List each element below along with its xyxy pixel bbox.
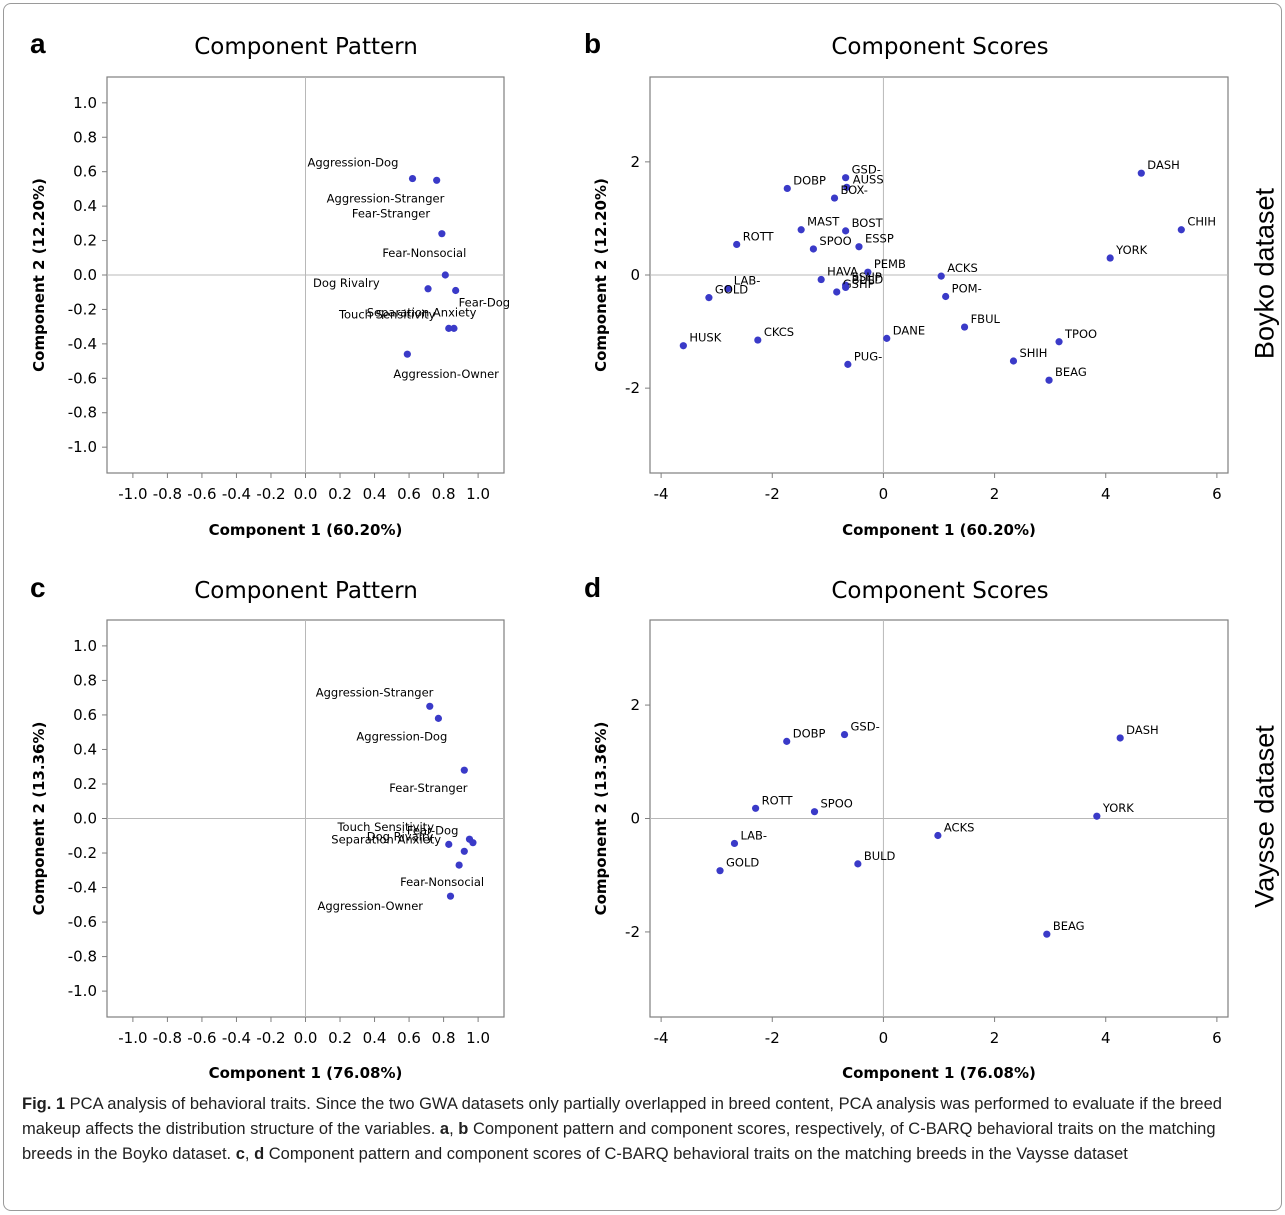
caption-fig-label: Fig. 1 bbox=[22, 1095, 66, 1113]
caption-sep-2: , bbox=[244, 1145, 255, 1163]
panel-letter-d: d bbox=[584, 572, 602, 603]
figure-frame bbox=[3, 3, 1282, 1211]
caption-label-a: a bbox=[439, 1120, 450, 1138]
side-label-vaysse: Vaysse dataset bbox=[1249, 725, 1280, 908]
caption-text-3: Component pattern and component scores o… bbox=[264, 1145, 1128, 1163]
caption-text-1: PCA analysis of behavioral traits. Since… bbox=[22, 1095, 1222, 1138]
side-label-boyko: Boyko dataset bbox=[1249, 187, 1280, 360]
panel-letter-a: a bbox=[30, 28, 46, 59]
caption-text-2: Component pattern and component scores, … bbox=[22, 1120, 1216, 1163]
figure-caption: Fig. 1 PCA analysis of behavioral traits… bbox=[22, 1092, 1267, 1167]
caption-label-b: b bbox=[458, 1120, 469, 1138]
caption-label-c: c bbox=[235, 1145, 245, 1163]
caption-sep-1: , bbox=[449, 1120, 459, 1138]
caption-label-d: d bbox=[254, 1145, 265, 1163]
panel-letter-b: b bbox=[584, 28, 602, 59]
panel-letter-c: c bbox=[30, 572, 46, 603]
